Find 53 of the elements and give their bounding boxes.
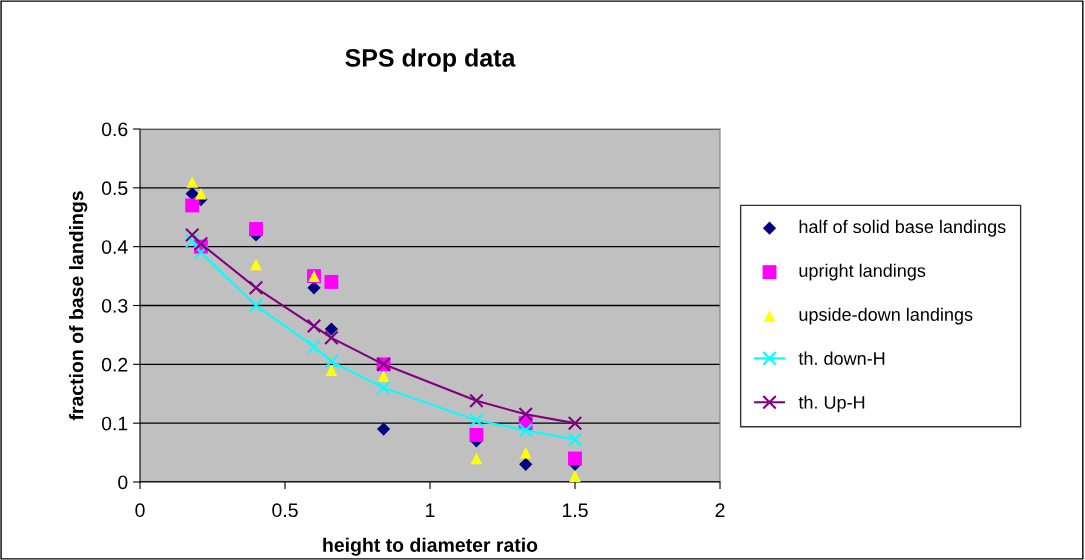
- chart-title: SPS drop data: [345, 48, 516, 72]
- point: [519, 446, 532, 459]
- x-tick-label: 0: [135, 503, 145, 518]
- legend-label: th. Up-H: [798, 395, 865, 413]
- y-tick-label: 0.4: [101, 240, 128, 254]
- point: [519, 457, 533, 471]
- y-tick-label: 0.6: [101, 122, 128, 137]
- y-tick-label: 0.5: [101, 181, 128, 196]
- legend-label: th. down-H: [798, 351, 885, 365]
- point: [249, 222, 263, 236]
- point: [377, 422, 391, 436]
- y-tick-label: 0: [118, 475, 128, 490]
- point: [306, 339, 322, 354]
- x-tick-label: 1: [426, 503, 435, 517]
- point: [376, 380, 391, 396]
- point: [324, 275, 339, 289]
- point: [185, 187, 199, 201]
- x-tick-label: 2: [715, 503, 725, 517]
- point: [469, 412, 484, 428]
- point: [307, 281, 321, 295]
- point: [567, 415, 583, 431]
- point: [184, 233, 200, 249]
- legend-label: half of solid base landings: [799, 219, 1006, 237]
- point: [377, 370, 390, 382]
- point: [186, 176, 199, 188]
- point: [193, 245, 209, 260]
- point: [325, 364, 338, 377]
- point: [306, 318, 322, 334]
- point: [184, 227, 200, 243]
- point: [185, 198, 200, 213]
- point: [248, 280, 264, 296]
- y-tick-label: 0.3: [101, 298, 128, 313]
- point: [324, 330, 339, 346]
- point: [568, 451, 582, 466]
- y-tick-label: 0.1: [101, 416, 128, 431]
- x-axis-title: height to diameter ratio: [323, 537, 538, 556]
- point: [469, 427, 484, 442]
- point: [567, 432, 583, 447]
- x-tick-label: 0.5: [272, 503, 298, 518]
- y-axis-title: fraction of base landings: [69, 191, 88, 421]
- x-tick-label: 1.5: [562, 503, 588, 518]
- y-tick-label: 0.2: [101, 357, 128, 372]
- point: [469, 393, 484, 409]
- point: [470, 452, 483, 465]
- point: [195, 187, 207, 200]
- point: [324, 322, 338, 336]
- point: [324, 354, 339, 369]
- point: [248, 298, 264, 313]
- legend-label: upside-down landings: [799, 307, 973, 325]
- point: [569, 470, 581, 482]
- point: [518, 422, 533, 438]
- point: [518, 407, 533, 422]
- legend-label: upright landings: [799, 263, 926, 281]
